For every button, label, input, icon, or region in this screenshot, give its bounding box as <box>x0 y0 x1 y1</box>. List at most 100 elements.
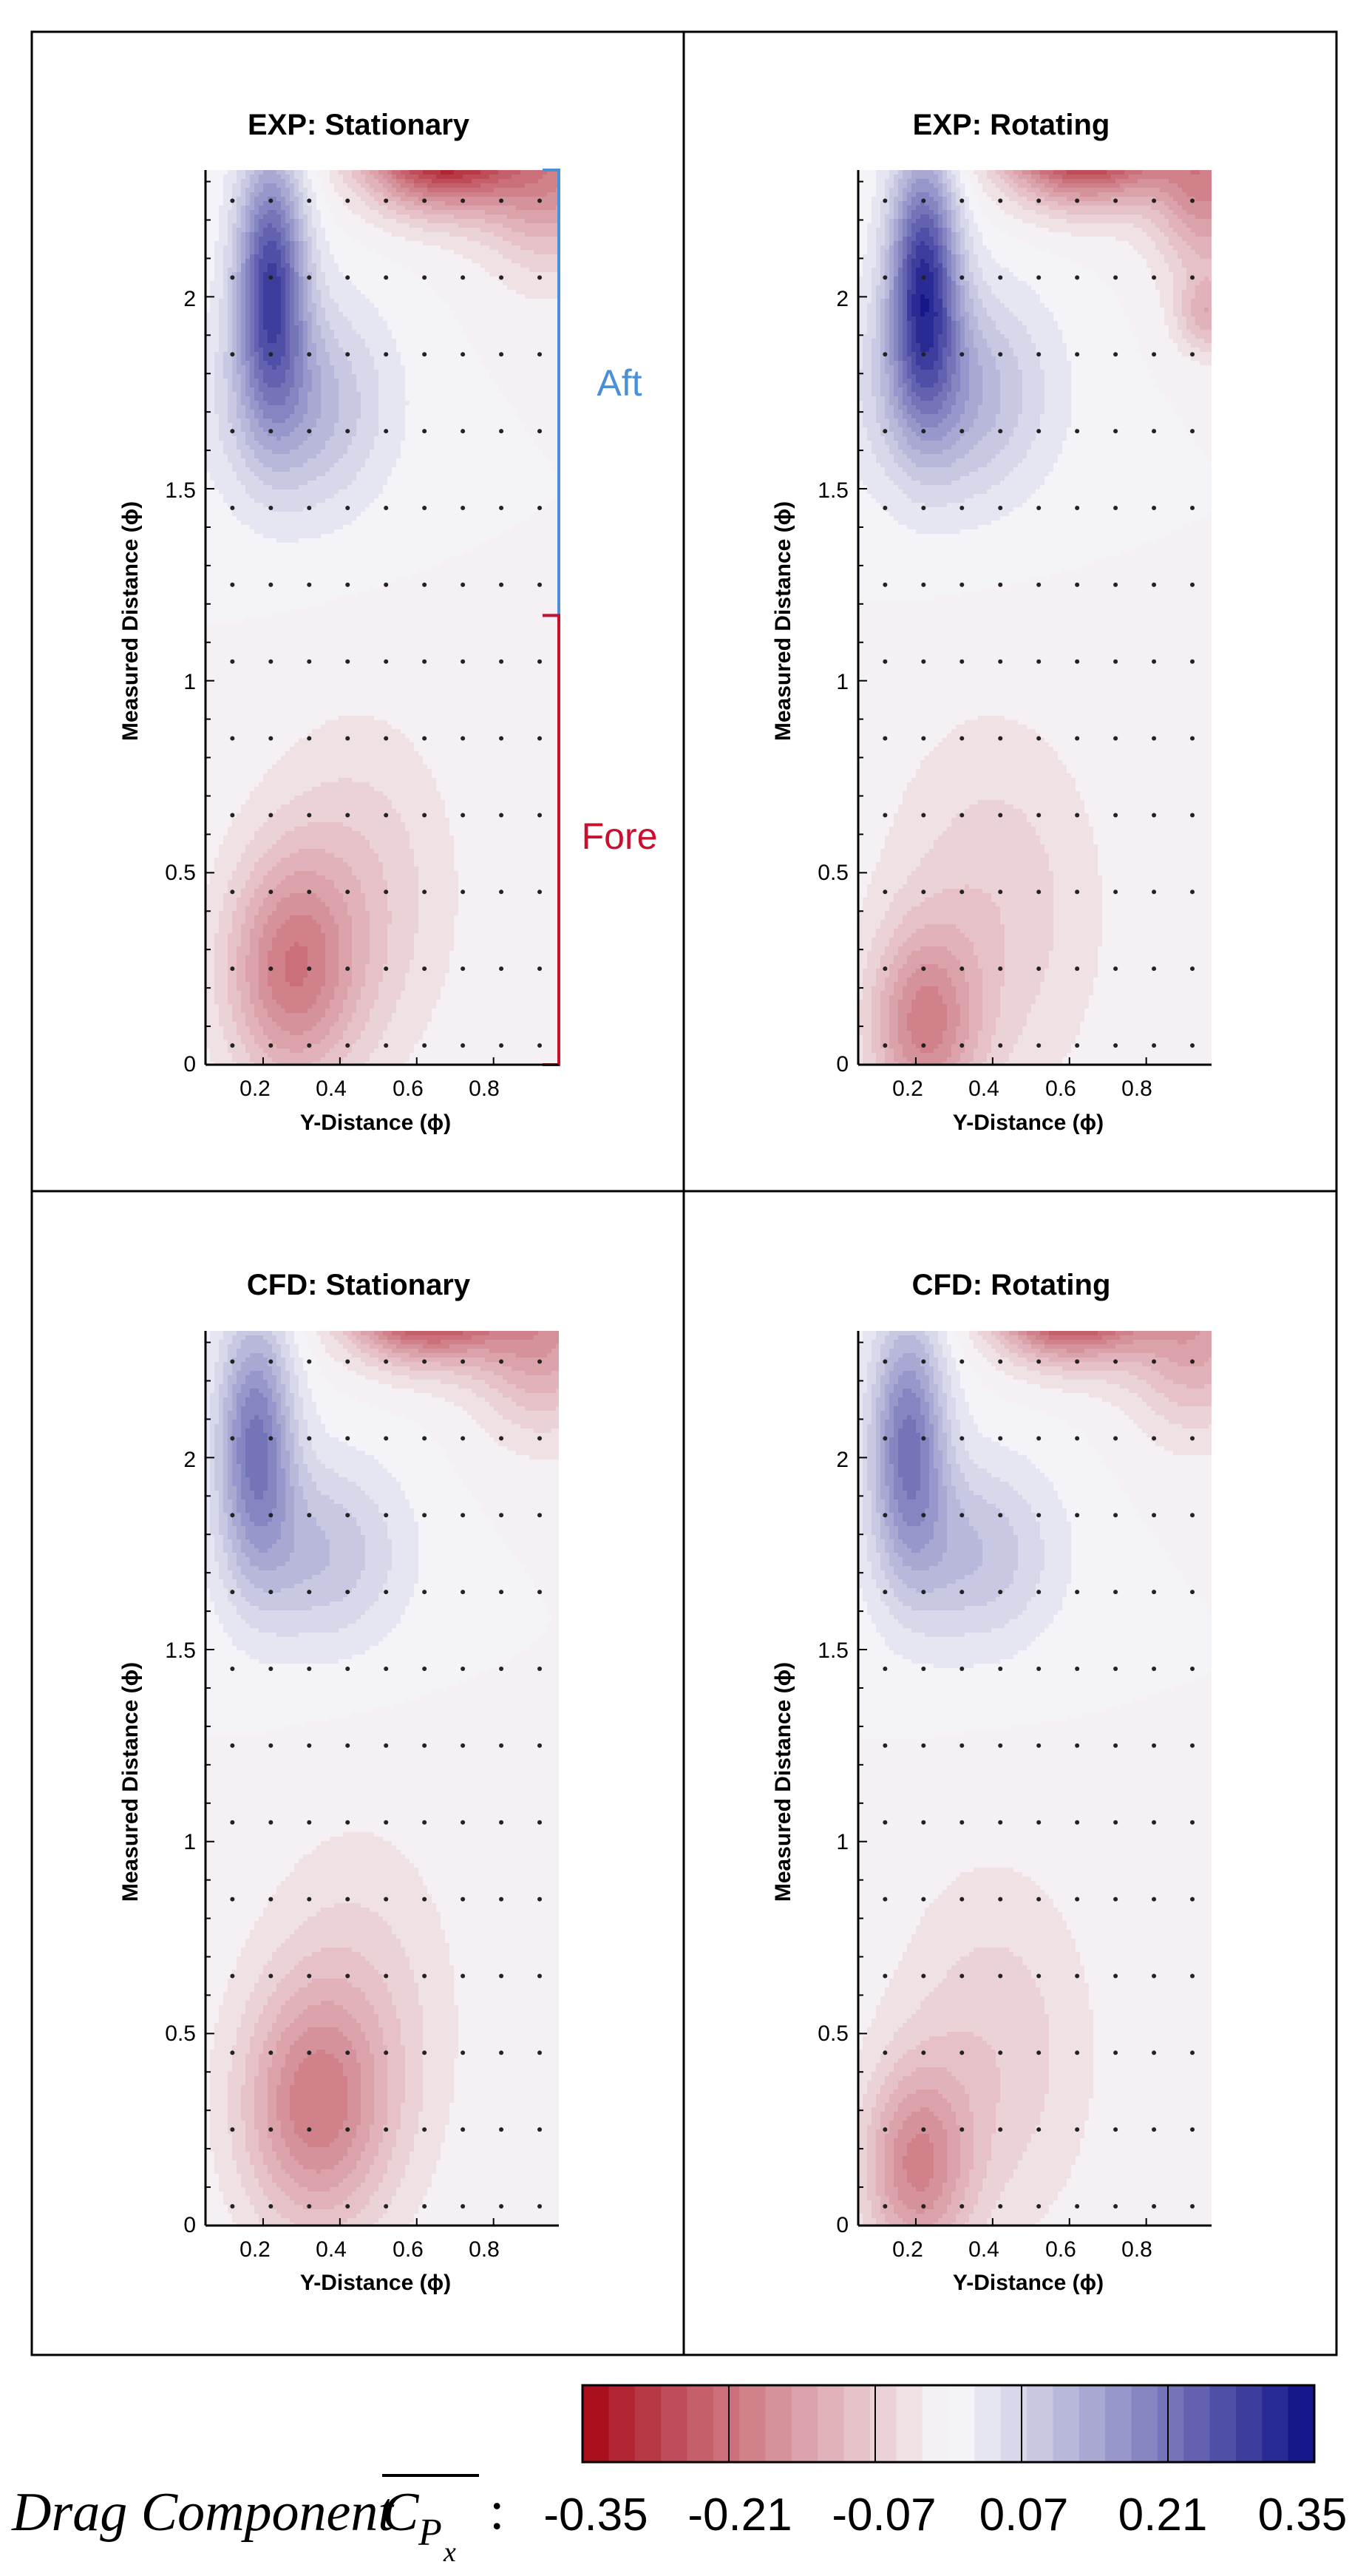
contour-cell <box>219 410 224 415</box>
contour-cell <box>472 343 477 348</box>
contour-cell <box>498 312 503 317</box>
contour-cell <box>325 170 330 175</box>
contour-cell <box>476 214 481 220</box>
contour-cell <box>445 188 450 193</box>
contour-cell <box>325 299 330 304</box>
contour-cell <box>299 219 304 224</box>
contour-cell <box>219 396 224 401</box>
contour-cell <box>503 321 508 326</box>
contour-cell <box>507 214 512 220</box>
contour-cell <box>281 237 286 242</box>
contour-cell <box>210 170 215 175</box>
contour-cell <box>520 427 526 433</box>
contour-cell <box>494 356 499 362</box>
contour-cell <box>538 441 543 446</box>
contour-cell <box>436 206 441 211</box>
contour-cell <box>529 281 534 286</box>
contour-cell <box>339 396 344 401</box>
contour-cell <box>489 418 495 424</box>
contour-cell <box>392 352 397 357</box>
contour-cell <box>312 414 317 419</box>
contour-cell <box>281 436 286 441</box>
contour-cell <box>423 392 428 397</box>
contour-cell <box>489 201 495 206</box>
contour-cell <box>352 241 357 246</box>
contour-cell <box>427 223 432 228</box>
contour-cell <box>299 170 304 175</box>
contour-cell <box>268 263 273 268</box>
contour-cell <box>498 214 503 220</box>
contour-cell <box>374 303 379 308</box>
contour-cell <box>525 339 530 344</box>
contour-cell <box>543 259 548 264</box>
contour-cell <box>423 348 428 353</box>
contour-cell <box>476 237 481 242</box>
contour-cell <box>396 423 401 428</box>
contour-cell <box>432 330 437 335</box>
contour-cell <box>498 414 503 419</box>
contour-cell <box>281 214 286 220</box>
contour-cell <box>223 348 228 353</box>
contour-cell <box>494 303 499 308</box>
contour-cell <box>343 263 348 268</box>
contour-cell <box>343 414 348 419</box>
contour-cell <box>458 392 463 397</box>
contour-cell <box>458 441 463 446</box>
contour-cell <box>374 432 379 437</box>
contour-cell <box>480 254 486 260</box>
contour-cell <box>223 330 228 335</box>
contour-cell <box>449 387 455 393</box>
contour-cell <box>445 414 450 419</box>
contour-cell <box>512 432 517 437</box>
contour-cell <box>263 285 268 291</box>
contour-cell <box>547 228 552 233</box>
contour-cell <box>472 356 477 362</box>
contour-cell <box>316 432 322 437</box>
contour-cell <box>356 436 361 441</box>
contour-cell <box>512 285 517 291</box>
contour-cell <box>551 192 557 197</box>
contour-cell <box>259 281 264 286</box>
contour-cell <box>272 179 277 184</box>
contour-cell <box>316 352 322 357</box>
contour-cell <box>418 383 424 388</box>
contour-cell <box>432 179 437 184</box>
contour-cell <box>361 334 366 339</box>
contour-cell <box>276 418 282 424</box>
contour-cell <box>472 263 477 268</box>
contour-cell <box>276 441 282 446</box>
contour-cell <box>507 339 512 344</box>
contour-cell <box>272 401 277 406</box>
contour-cell <box>245 379 251 384</box>
contour-cell <box>214 206 220 211</box>
contour-cell <box>383 356 388 362</box>
contour-cell <box>259 312 264 317</box>
contour-cell <box>210 245 215 251</box>
contour-cell <box>343 250 348 255</box>
contour-cell <box>525 321 530 326</box>
contour-cell <box>467 405 472 410</box>
contour-cell <box>378 423 384 428</box>
contour-cell <box>432 232 437 237</box>
contour-cell <box>427 210 432 215</box>
contour-cell <box>516 436 521 441</box>
contour-cell <box>480 370 486 375</box>
contour-cell <box>268 330 273 335</box>
contour-cell <box>432 361 437 366</box>
contour-cell <box>418 441 424 446</box>
contour-cell <box>352 192 357 197</box>
contour-cell <box>485 441 490 446</box>
contour-cell <box>525 263 530 268</box>
contour-cell <box>356 294 361 299</box>
contour-cell <box>272 379 277 384</box>
contour-cell <box>543 343 548 348</box>
contour-cell <box>423 308 428 313</box>
contour-cell <box>503 392 508 397</box>
contour-cell <box>445 223 450 228</box>
contour-cell <box>272 223 277 228</box>
contour-cell <box>551 183 557 189</box>
contour-cell <box>401 410 406 415</box>
contour-cell <box>445 352 450 357</box>
contour-cell <box>503 361 508 366</box>
contour-cell <box>352 330 357 335</box>
